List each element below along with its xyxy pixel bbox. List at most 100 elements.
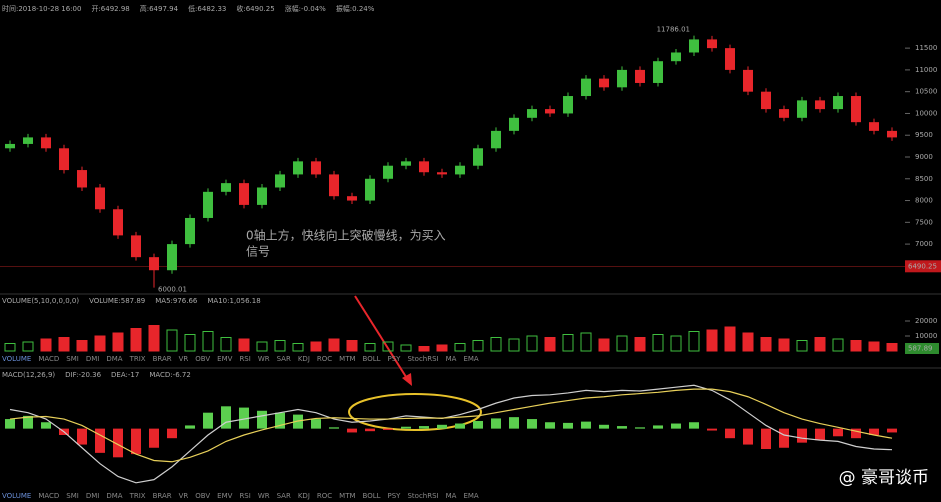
indicator-tab[interactable]: MACD (38, 492, 60, 500)
indicator-tab[interactable]: BRAR (152, 355, 172, 363)
indicator-tab[interactable]: OBV (195, 355, 211, 363)
macd-bar (779, 428, 789, 448)
candle-body (653, 61, 663, 83)
macd-bar (563, 422, 573, 429)
indicator-tab[interactable]: EMV (217, 492, 233, 500)
candle-body (311, 161, 321, 175)
indicator-tab[interactable]: EMA (463, 355, 479, 363)
volume-bar (130, 328, 142, 352)
indicator-tab[interactable]: KDJ (297, 492, 310, 500)
indicator-tab[interactable]: OBV (195, 492, 211, 500)
candle-body (329, 174, 339, 197)
macd-bar (185, 425, 195, 429)
indicator-tab[interactable]: RSI (239, 355, 251, 363)
indicator-tab[interactable]: EMV (217, 355, 233, 363)
indicator-tab[interactable]: DMI (85, 492, 100, 500)
candle-body (401, 161, 411, 166)
indicator-tab[interactable]: VR (178, 355, 189, 363)
indicator-tab[interactable]: EMA (463, 492, 479, 500)
indicator-tab[interactable]: MTM (339, 355, 356, 363)
y-tick-label: 9500 (915, 131, 933, 139)
candle-body (815, 100, 825, 110)
y-tick-label: 10500 (915, 88, 937, 96)
indicator-tab[interactable]: KDJ (297, 355, 310, 363)
indicator-tab[interactable]: RSI (239, 492, 251, 500)
y-tick-label: 11500 (915, 44, 937, 52)
volume-bar (472, 340, 484, 352)
volume-bar (886, 343, 898, 352)
indicator-tab[interactable]: BOLL (362, 492, 381, 500)
candle-body (455, 165, 465, 175)
volume-bar (202, 331, 214, 352)
indicator-tab[interactable]: PSY (387, 355, 401, 363)
volume-bar (292, 343, 304, 352)
indicator-tab[interactable]: VOLUME (2, 492, 32, 500)
indicator-tab[interactable]: BRAR (152, 492, 172, 500)
indicator-tab[interactable]: StochRSI (407, 355, 439, 363)
macd-bar (599, 424, 609, 429)
candle-body (437, 172, 447, 175)
candle-body (95, 187, 105, 210)
volume-bar (40, 338, 52, 352)
macd-bar (293, 414, 303, 429)
legend-item: DIF:-20.36 (65, 371, 101, 379)
highlight-ellipse (348, 393, 482, 431)
candle-body (383, 165, 393, 179)
indicator-tab[interactable]: MA (445, 355, 457, 363)
candle-body (599, 78, 609, 88)
volume-bar (760, 337, 772, 352)
candle-body (185, 217, 195, 245)
indicator-tab[interactable]: WR (257, 492, 270, 500)
indicator-tab[interactable]: StochRSI (407, 492, 439, 500)
candle-body (725, 48, 735, 70)
arrow-head (402, 373, 412, 386)
legend-item: MA10:1,056.18 (207, 297, 260, 305)
indicator-tab[interactable]: MACD (38, 355, 60, 363)
candle-body (275, 174, 285, 188)
indicator-tab[interactable]: DMA (106, 492, 123, 500)
indicator-tab[interactable]: DMI (85, 355, 100, 363)
indicator-tab[interactable]: SMI (66, 355, 79, 363)
volume-bar (634, 337, 646, 352)
indicator-tab[interactable]: MTM (339, 492, 356, 500)
indicator-tab[interactable]: DMA (106, 355, 123, 363)
candle-body (869, 122, 879, 131)
volume-bar (670, 335, 682, 352)
indicator-tab[interactable]: SAR (276, 492, 291, 500)
volume-bar (580, 332, 592, 352)
candle-body (635, 69, 645, 83)
indicator-tab[interactable]: VR (178, 492, 189, 500)
volume-current: 587.89 (908, 345, 933, 353)
info-item: 收:6490.25 (236, 4, 274, 13)
indicator-tab[interactable]: MA (445, 492, 457, 500)
candle-body (779, 109, 789, 118)
volume-bar (418, 346, 430, 352)
macd-bar (653, 425, 663, 429)
indicator-tab[interactable]: BOLL (362, 355, 381, 363)
volume-bar (490, 337, 502, 352)
indicator-tab[interactable]: SMI (66, 492, 79, 500)
indicator-tab[interactable]: ROC (316, 492, 333, 500)
legend-item: VOLUME(5,10,0,0,0,0) (2, 297, 79, 305)
candle-body (41, 137, 51, 149)
candle-body (149, 257, 159, 271)
macd-bar (743, 428, 753, 445)
indicator-tab[interactable]: SAR (276, 355, 291, 363)
indicator-tab[interactable]: TRIX (129, 355, 146, 363)
macd-bar (707, 428, 717, 431)
legend-item: DEA:-17 (111, 371, 139, 379)
indicator-tab[interactable]: WR (257, 355, 270, 363)
macd-line (9, 388, 893, 463)
volume-bar (22, 341, 34, 352)
candle-body (131, 235, 141, 258)
indicator-tab[interactable]: ROC (316, 355, 333, 363)
candle-body (887, 130, 897, 138)
volume-bar (4, 343, 16, 352)
volume-bar (436, 344, 448, 352)
indicator-tab[interactable]: VOLUME (2, 355, 32, 363)
info-item: 高:6497.94 (140, 4, 179, 13)
indicator-tab[interactable]: TRIX (129, 492, 146, 500)
info-item: 振幅:0.24% (336, 4, 375, 13)
high-label: 11786.01 (657, 26, 690, 34)
indicator-tab[interactable]: PSY (387, 492, 401, 500)
